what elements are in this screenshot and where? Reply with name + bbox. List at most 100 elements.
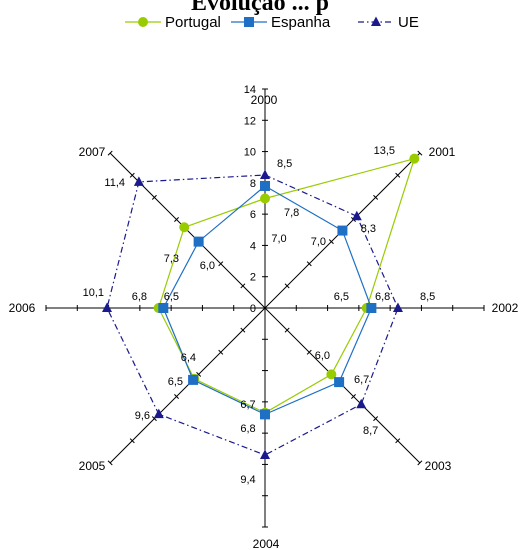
data-point-espanha-2003 (334, 377, 345, 388)
data-label-espanha-2005: 6,5 (168, 376, 183, 388)
series-line-ue (106, 174, 399, 456)
data-point-ue-2004 (260, 449, 270, 460)
tick-label: 8 (250, 178, 256, 190)
data-label-ue-2005: 9,6 (135, 410, 150, 422)
legend-marker-ue (371, 16, 381, 26)
category-label-2004: 2004 (253, 537, 280, 550)
legend-label-ue: UE (398, 14, 419, 31)
data-label-ue-2003: 8,7 (363, 425, 378, 437)
data-label-espanha-2001: 7,0 (311, 236, 326, 248)
data-point-ue-2003 (356, 398, 367, 409)
tick-label: 2 (250, 272, 256, 284)
axis-tick (373, 194, 379, 200)
data-label-portugal-2007: 7,3 (164, 253, 179, 265)
data-point-ue-2005 (153, 408, 164, 419)
data-label-portugal-2003: 6,0 (315, 350, 330, 362)
data-point-ue-2006 (102, 302, 113, 312)
tick-label: 4 (250, 240, 256, 252)
axis-tick (328, 239, 334, 245)
axis-tick (196, 371, 202, 377)
axis-tick (151, 194, 157, 200)
axis-tick (395, 438, 401, 444)
legend-label-portugal: Portugal (165, 14, 221, 31)
data-point-ue-2007 (133, 176, 144, 186)
tick-label: 12 (244, 115, 256, 127)
data-point-espanha-2007 (193, 236, 204, 247)
data-label-ue-2000: 8,5 (277, 158, 292, 170)
axis-tick (129, 172, 135, 178)
category-label-2005: 2005 (79, 459, 106, 473)
tick-label: 6 (250, 209, 256, 221)
data-label-portugal-2002: 6,5 (334, 291, 349, 303)
data-label-espanha-2007: 6,0 (200, 260, 215, 272)
data-label-ue-2001: 8,3 (361, 223, 376, 235)
data-point-espanha-2001 (337, 225, 348, 236)
data-point-espanha-2002 (366, 303, 377, 313)
axis-tick (174, 217, 179, 222)
axis-tick (240, 327, 246, 333)
data-point-espanha-2006 (158, 303, 169, 313)
category-label-2001: 2001 (429, 145, 456, 159)
data-point-espanha-2005 (188, 374, 199, 385)
data-label-portugal-2004: 6,7 (240, 399, 255, 411)
axis-tick (373, 416, 379, 422)
axis-tick (284, 327, 290, 333)
legend-label-espanha: Espanha (271, 14, 331, 31)
category-label-2007: 2007 (79, 145, 106, 159)
legend-marker-espanha (244, 17, 254, 27)
data-label-espanha-2003: 6,7 (354, 374, 369, 386)
data-point-espanha-2004 (260, 409, 270, 420)
data-label-ue-2002: 8,5 (420, 291, 435, 303)
data-label-portugal-2000: 7,0 (271, 233, 286, 245)
category-label-2000: 2000 (251, 93, 278, 107)
data-point-portugal-2007 (179, 222, 190, 233)
axis-tick (306, 261, 312, 267)
tick-label: 0 (250, 303, 256, 315)
data-point-ue-2002 (392, 302, 403, 312)
legend-marker-portugal (138, 17, 148, 27)
data-label-ue-2007: 11,4 (104, 177, 125, 189)
tick-label: 10 (244, 147, 256, 159)
data-point-espanha-2000 (260, 180, 270, 191)
axis-tick (129, 438, 135, 444)
data-label-ue-2006: 10,1 (83, 287, 104, 299)
series-layer (102, 153, 420, 460)
legend: Portugal Espanha UE (125, 14, 419, 31)
data-label-espanha-2006: 6,5 (164, 291, 179, 303)
axis-tick (107, 150, 113, 156)
axis-tick (107, 460, 113, 466)
axis-tick (284, 283, 290, 289)
data-label-espanha-2002: 6,8 (375, 291, 390, 303)
axis-tick (174, 394, 179, 399)
axis-tick (218, 261, 224, 267)
axis-tick (351, 394, 356, 399)
category-label-2003: 2003 (425, 459, 452, 473)
chart-title: Evolução ... p (191, 0, 329, 16)
axis-tick (218, 349, 224, 355)
axis-tick (395, 172, 401, 178)
data-label-portugal-2001: 13,5 (374, 145, 395, 157)
data-label-espanha-2000: 7,8 (284, 207, 299, 219)
data-point-ue-2000 (260, 169, 270, 180)
axis-tick (417, 150, 423, 156)
data-label-espanha-2004: 6,8 (240, 423, 255, 435)
data-labels: 7,0 13,5 6,5 6,0 6,7 6,4 6,8 7,3 7,8 7,0 6,8 6,7 6,8… (83, 145, 436, 486)
data-point-portugal-2003 (326, 369, 337, 380)
data-label-ue-2004: 9,4 (240, 474, 255, 486)
axis-line-2005 (109, 307, 266, 464)
category-label-2006: 2006 (9, 301, 36, 315)
tick-label: 14 (244, 84, 256, 96)
data-point-portugal-2000 (260, 193, 270, 204)
axis-tick (240, 283, 246, 289)
data-label-portugal-2006: 6,8 (132, 291, 147, 303)
data-point-ue-2001 (351, 210, 362, 221)
data-point-portugal-2001 (409, 153, 420, 164)
axis-tick (151, 416, 157, 422)
data-label-portugal-2005: 6,4 (181, 352, 196, 364)
axis-tick (417, 460, 423, 466)
category-label-2002: 2002 (492, 301, 519, 315)
axis-tick (306, 349, 312, 355)
